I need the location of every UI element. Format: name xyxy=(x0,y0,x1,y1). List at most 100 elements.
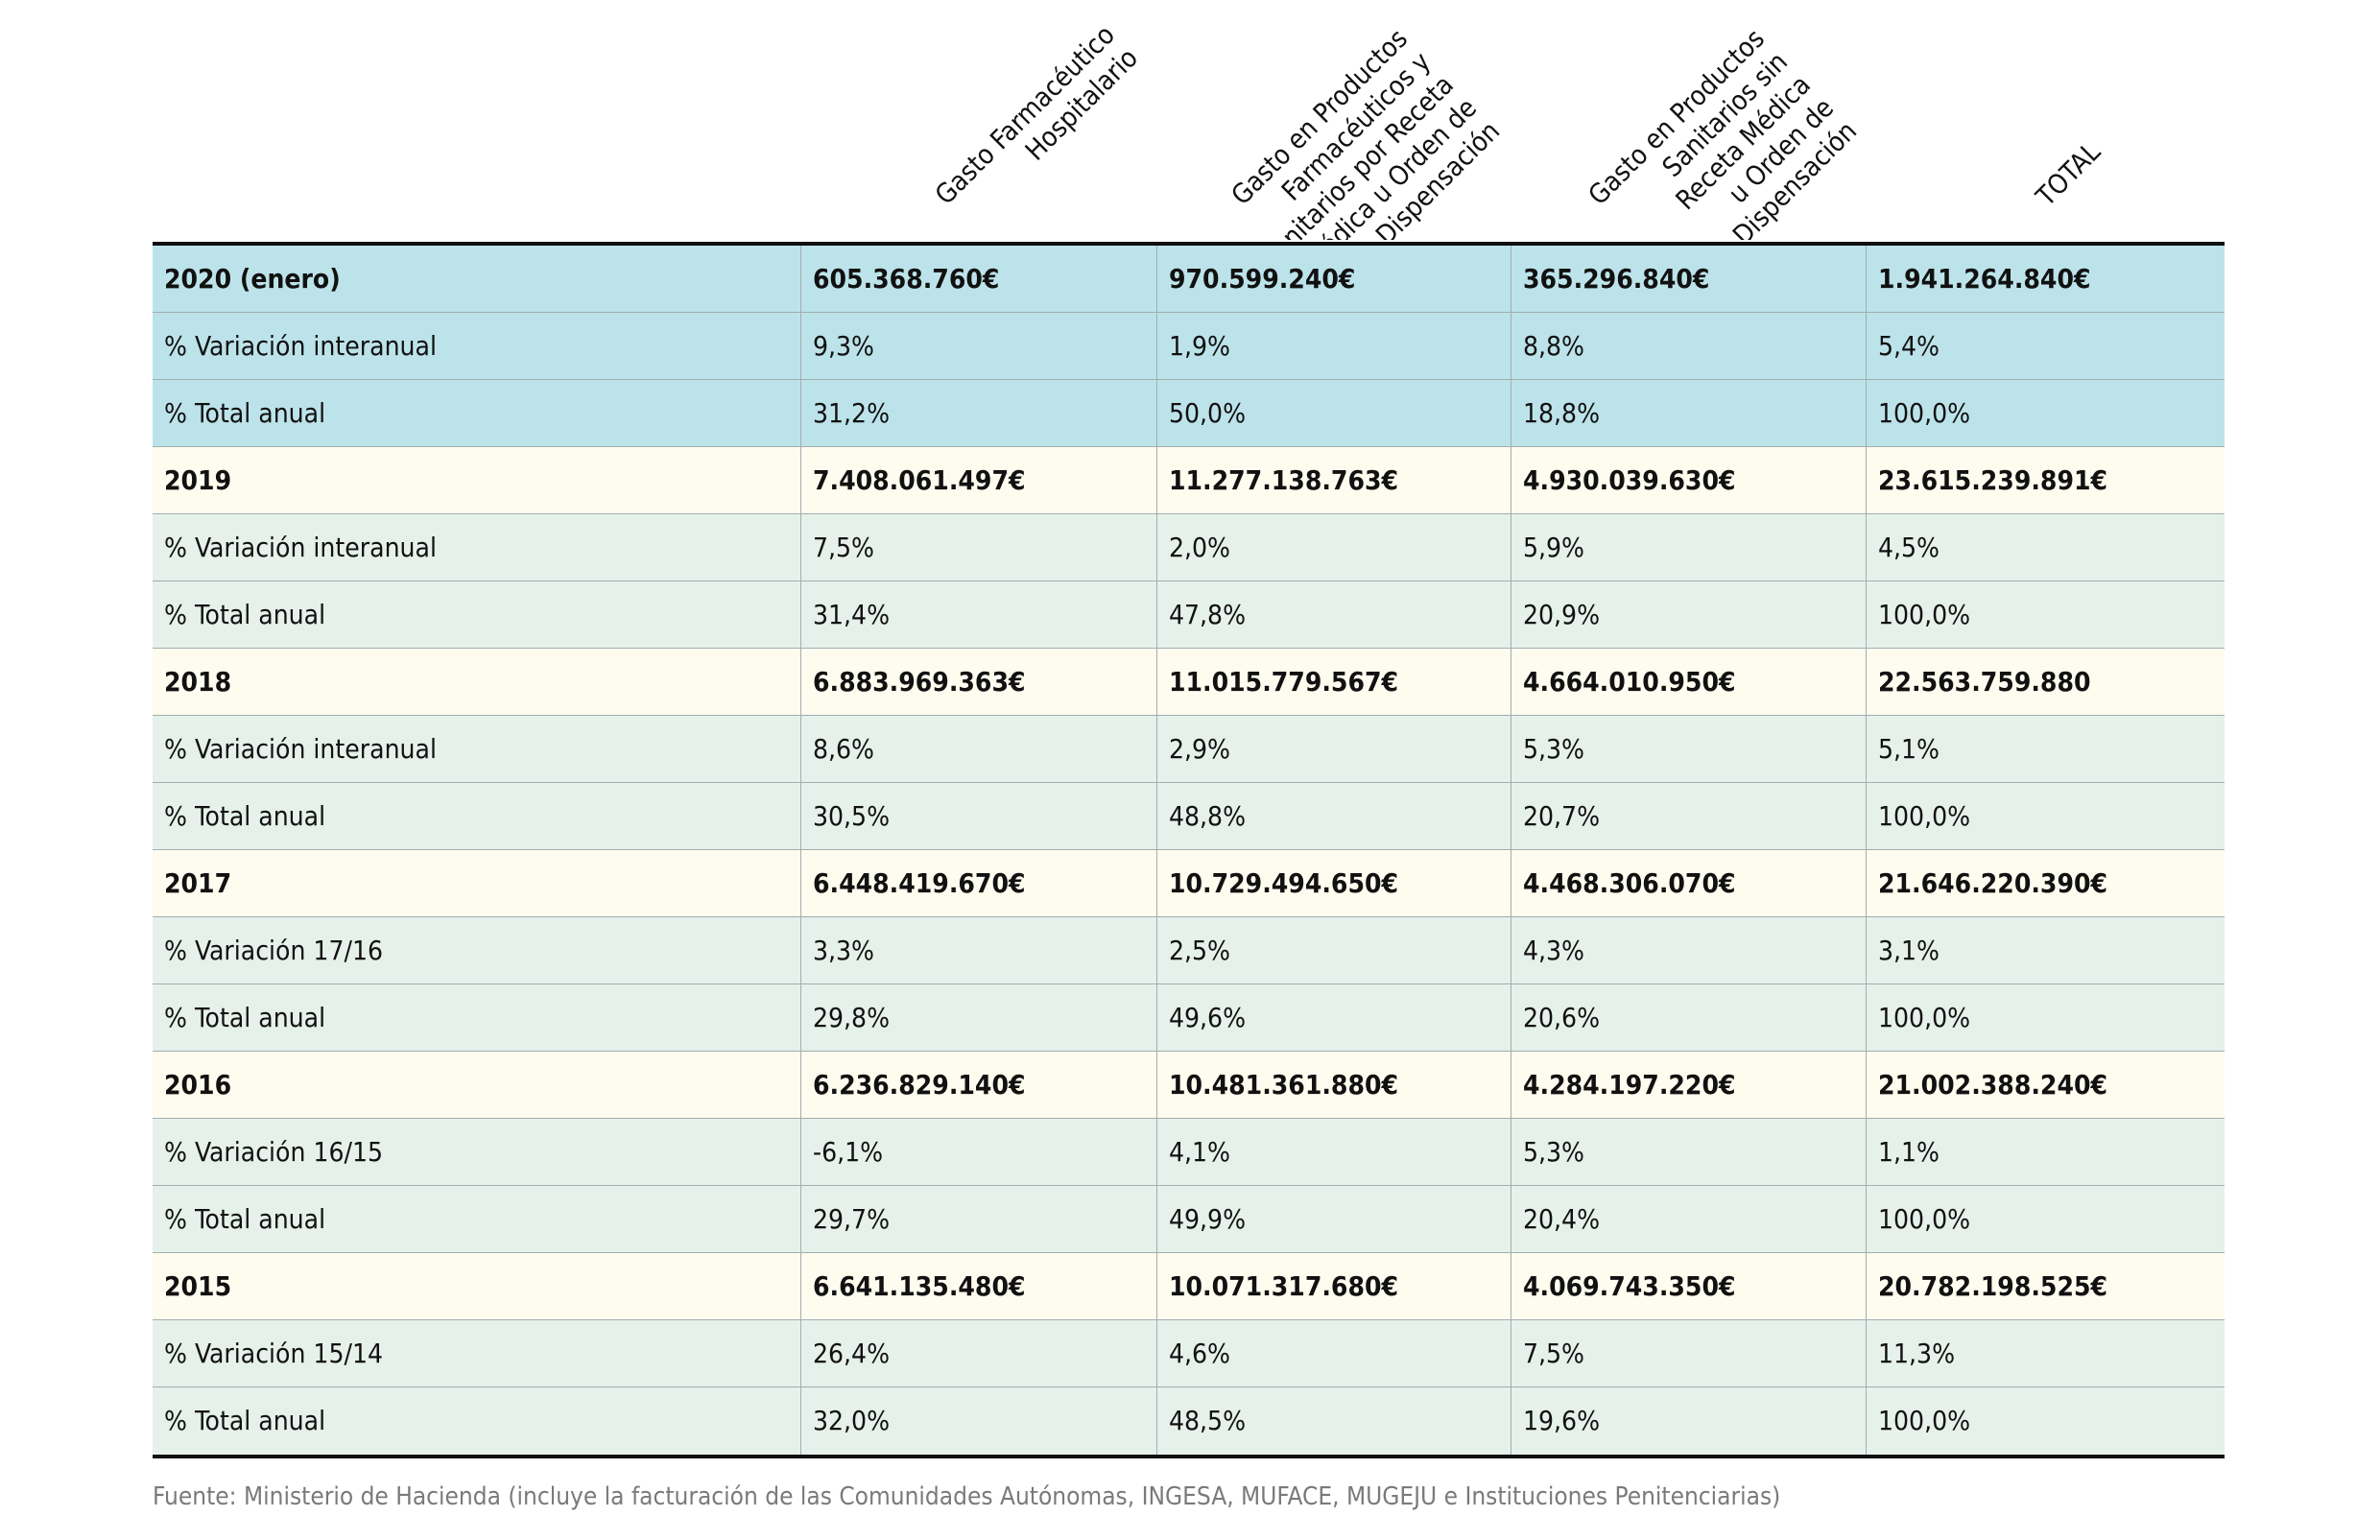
table-row: % Variación interanual 7,5% 2,0% 5,9% 4,5% xyxy=(153,514,2225,581)
table-row: 2016 6.236.829.140€ 10.481.361.880€ 4.284.1… xyxy=(153,1052,2225,1119)
table-cell: 2016 xyxy=(164,1069,232,1101)
table-cell: 1.941.264.840€ xyxy=(1866,246,2225,312)
table-cell: 4,1% xyxy=(1156,1119,1511,1185)
table-row: 2020 (enero) 605.368.760€ 970.599.240€ 365.… xyxy=(153,246,2225,313)
table-cell: 5,3% xyxy=(1511,716,1866,782)
table-cell: 10.071.317.680€ xyxy=(1156,1253,1511,1319)
table-cell: 48,8% xyxy=(1156,783,1511,849)
table-row: 2015 6.641.135.480€ 10.071.317.680€ 4.069.7… xyxy=(153,1253,2225,1320)
table-cell: 11.277.138.763€ xyxy=(1156,447,1511,513)
table-cell: 30,5% xyxy=(800,783,1156,849)
table-row: % Variación interanual 9,3% 1,9% 8,8% 5,4% xyxy=(153,313,2225,380)
table-row: % Variación 15/14 26,4% 4,6% 7,5% 11,3% xyxy=(153,1320,2225,1387)
table-row: % Total anual 31,2% 50,0% 18,8% 100,0% xyxy=(153,380,2225,447)
table-cell: 4,5% xyxy=(1866,514,2225,580)
table-cell: 18,8% xyxy=(1511,380,1866,446)
table-cell: 5,4% xyxy=(1866,313,2225,379)
table-cell: 6.236.829.140€ xyxy=(800,1052,1156,1118)
table-cell: 5,1% xyxy=(1866,716,2225,782)
table-cell: 2,0% xyxy=(1156,514,1511,580)
table-cell: 2018 xyxy=(164,666,232,698)
table-cell: % Variación interanual xyxy=(164,532,437,563)
table-cell: 29,8% xyxy=(800,984,1156,1051)
table-cell: % Variación 17/16 xyxy=(164,935,384,966)
table-cell: 10.481.361.880€ xyxy=(1156,1052,1511,1118)
table-cell: 2015 xyxy=(164,1270,232,1302)
table-cell: 7.408.061.497€ xyxy=(800,447,1156,513)
table-cell: 100,0% xyxy=(1866,581,2225,648)
table-cell: 49,6% xyxy=(1156,984,1511,1051)
table-cell: 6.883.969.363€ xyxy=(800,649,1156,715)
table-cell: 48,5% xyxy=(1156,1387,1511,1455)
table-cell: 1,9% xyxy=(1156,313,1511,379)
table-cell: 11,3% xyxy=(1866,1320,2225,1386)
table-cell: 100,0% xyxy=(1866,380,2225,446)
table-cell: 6.641.135.480€ xyxy=(800,1253,1156,1319)
table-cell: 2020 (enero) xyxy=(164,263,341,295)
table-cell: 9,3% xyxy=(800,313,1156,379)
table-row: % Variación interanual 8,6% 2,9% 5,3% 5,1% xyxy=(153,716,2225,783)
table-cell: 20,9% xyxy=(1511,581,1866,648)
table-cell: 22.563.759.880 xyxy=(1866,649,2225,715)
table-cell: 365.296.840€ xyxy=(1511,246,1866,312)
table-row: % Total anual 30,5% 48,8% 20,7% 100,0% xyxy=(153,783,2225,850)
table-cell: 100,0% xyxy=(1866,984,2225,1051)
table-cell: 20.782.198.525€ xyxy=(1866,1253,2225,1319)
table-row: 2017 6.448.419.670€ 10.729.494.650€ 4.468.3… xyxy=(153,850,2225,917)
table-cell: 20,6% xyxy=(1511,984,1866,1051)
table-cell: 32,0% xyxy=(800,1387,1156,1455)
table-cell: 8,6% xyxy=(800,716,1156,782)
table-row: % Total anual 29,8% 49,6% 20,6% 100,0% xyxy=(153,984,2225,1052)
table-cell: 8,8% xyxy=(1511,313,1866,379)
table-cell: % Total anual xyxy=(164,1002,326,1033)
table-cell: 3,3% xyxy=(800,917,1156,983)
table-cell: 100,0% xyxy=(1866,1387,2225,1455)
table-cell: % Variación 15/14 xyxy=(164,1338,384,1369)
table-cell: % Variación 16/15 xyxy=(164,1136,384,1168)
table-row: % Variación 16/15 -6,1% 4,1% 5,3% 1,1% xyxy=(153,1119,2225,1186)
table-cell: 11.015.779.567€ xyxy=(1156,649,1511,715)
table-cell: 2,9% xyxy=(1156,716,1511,782)
table-cell: % Total anual xyxy=(164,800,326,832)
table-cell: 50,0% xyxy=(1156,380,1511,446)
table-cell: 4.664.010.950€ xyxy=(1511,649,1866,715)
table-cell: 605.368.760€ xyxy=(800,246,1156,312)
table-cell: 31,2% xyxy=(800,380,1156,446)
table-row: 2019 7.408.061.497€ 11.277.138.763€ 4.930.0… xyxy=(153,447,2225,514)
table-cell: 4,6% xyxy=(1156,1320,1511,1386)
column-header: TOTAL xyxy=(2030,136,2106,213)
table-cell: 5,9% xyxy=(1511,514,1866,580)
table-cell: 31,4% xyxy=(800,581,1156,648)
table-row: % Variación 17/16 3,3% 2,5% 4,3% 3,1% xyxy=(153,917,2225,984)
table-row: % Total anual 31,4% 47,8% 20,9% 100,0% xyxy=(153,581,2225,649)
table-cell: % Variación interanual xyxy=(164,733,437,765)
table-cell: 20,4% xyxy=(1511,1186,1866,1252)
table-cell: 21.002.388.240€ xyxy=(1866,1052,2225,1118)
column-header-line: TOTAL xyxy=(2030,136,2106,213)
table-cell: % Total anual xyxy=(164,1405,326,1436)
table-cell: 970.599.240€ xyxy=(1156,246,1511,312)
table-cell: 2017 xyxy=(164,867,232,899)
table-cell: 49,9% xyxy=(1156,1186,1511,1252)
table-cell: 10.729.494.650€ xyxy=(1156,850,1511,916)
table-cell: 6.448.419.670€ xyxy=(800,850,1156,916)
table-cell: % Total anual xyxy=(164,599,326,630)
table-cell: 20,7% xyxy=(1511,783,1866,849)
table-cell: 4,3% xyxy=(1511,917,1866,983)
table-cell: 4.069.743.350€ xyxy=(1511,1253,1866,1319)
table-cell: 21.646.220.390€ xyxy=(1866,850,2225,916)
table-cell: 47,8% xyxy=(1156,581,1511,648)
table: 2020 (enero) 605.368.760€ 970.599.240€ 365.… xyxy=(153,242,2225,1458)
table-cell: 2019 xyxy=(164,464,232,496)
table-cell: 5,3% xyxy=(1511,1119,1866,1185)
table-cell: -6,1% xyxy=(800,1119,1156,1185)
table-cell: 7,5% xyxy=(1511,1320,1866,1386)
table-row: 2018 6.883.969.363€ 11.015.779.567€ 4.664.0… xyxy=(153,649,2225,716)
table-cell: 7,5% xyxy=(800,514,1156,580)
footer: Fuente: Ministerio de Hacienda (incluye … xyxy=(153,1482,1781,1511)
